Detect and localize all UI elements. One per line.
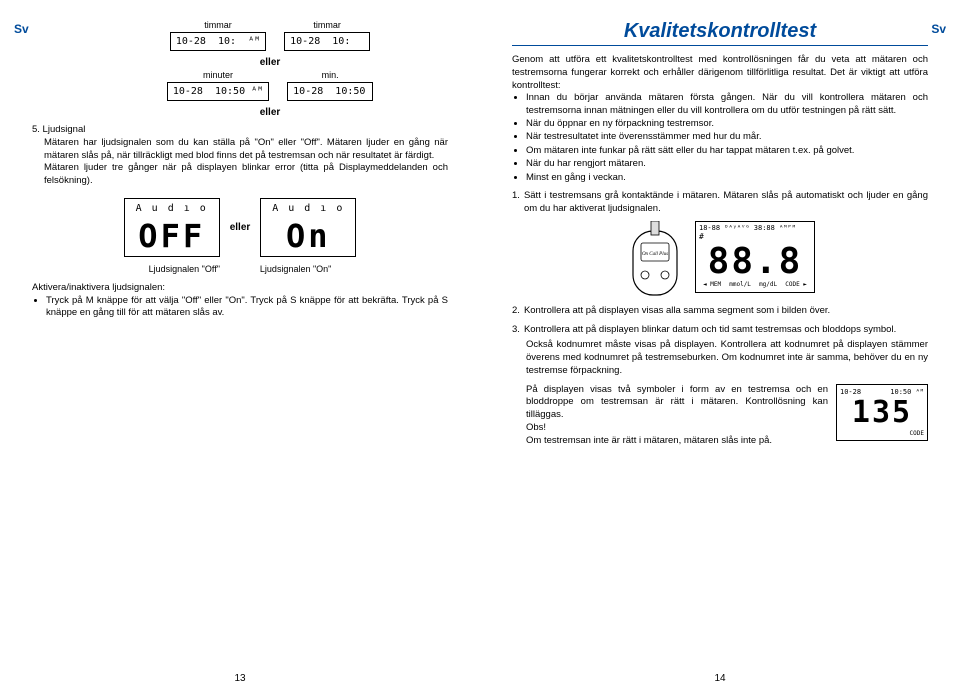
label-min: min. (287, 70, 373, 80)
eller-text: eller (92, 57, 448, 68)
page-13: Sv timmar 10-28 10: ᴬᴹ timmar 10-28 10: … (0, 0, 480, 694)
sec5-title: 5. Ljudsignal (32, 124, 448, 137)
step-3-para3a: På displayen visas två symboler i form a… (526, 384, 828, 422)
step-text: Kontrollera att på displayen visas alla … (524, 305, 830, 318)
bullet-item: När testresultatet inte överensstämmer m… (526, 131, 928, 143)
lcd-2a: 10-28 10:50 ᴬᴹ (167, 82, 269, 101)
language-label: Sv (931, 22, 946, 36)
page-number: 13 (234, 673, 245, 684)
step-3-para3b: Om testremsan inte är rätt i mätaren, mä… (526, 435, 828, 448)
label-timmar: timmar (284, 20, 370, 30)
activate-section: Aktivera/inaktivera ljudsignalen: Tryck … (32, 282, 448, 320)
bullet-item: Om mätaren inte funkar på rätt sätt elle… (526, 145, 928, 157)
glucose-meter-icon: On Call Plus (625, 221, 685, 299)
label-minuter: minuter (167, 70, 269, 80)
intro-bullets: Innan du börjar använda mätaren första g… (526, 92, 928, 183)
audio-off-display: A u d ı o OFF (124, 198, 220, 257)
caption-on: Ljudsignalen "On" (260, 264, 331, 274)
bullet-item: När du öppnar en ny förpackning testrems… (526, 118, 928, 130)
page-number: 14 (714, 673, 725, 684)
lcd-1a: 10-28 10: ᴬᴹ (170, 32, 266, 51)
bullet-item: När du har rengjort mätaren. (526, 158, 928, 170)
lcd-row-minutes: minuter 10-28 10:50 ᴬᴹ min. 10-28 10:50 (92, 70, 448, 101)
label-timmar: timmar (170, 20, 266, 30)
sec5-para1: Mätaren har ljudsignalen som du kan stäl… (44, 137, 448, 163)
audio-display-row: A u d ı o OFF eller A u d ı o On (32, 198, 448, 257)
lcd-2b: 10-28 10:50 (287, 82, 373, 101)
page-title: Kvalitetskontrolltest (512, 20, 928, 46)
sec5-para2: Mätaren ljuder tre gånger när på display… (44, 162, 448, 188)
code-display: 10-28 10:50 ᴬᴹ 135 CODE (836, 384, 928, 441)
step-number: 1. (512, 190, 520, 216)
svg-text:On Call Plus: On Call Plus (642, 252, 668, 257)
section-5: 5. Ljudsignal Mätaren har ljudsignalen s… (32, 124, 448, 188)
step-2: 2. Kontrollera att på displayen visas al… (512, 305, 928, 318)
full-segment-display: 18-88 ᴰᴬʸᴬⱽᴳ 38:88 ᴬᴹᴾᴹ # 88.8 ◄ MEM mmo… (695, 221, 815, 292)
step-number: 2. (512, 305, 520, 318)
eller-text: eller (92, 107, 448, 118)
language-label: Sv (14, 22, 29, 36)
step-3-para2: Också kodnumret måste visas på displayen… (526, 339, 928, 377)
step-3: 3. Kontrollera att på displayen blinkar … (512, 324, 928, 447)
step-number: 3. (512, 324, 520, 337)
activate-title: Aktivera/inaktivera ljudsignalen: (32, 282, 448, 295)
step-1: 1. Sätt i testremsans grå kontaktände i … (512, 190, 928, 216)
audio-on-display: A u d ı o On (260, 198, 356, 257)
intro-text: Genom att utföra ett kvalitetskontrollte… (512, 54, 928, 92)
step-text: Kontrollera att på displayen blinkar dat… (524, 324, 896, 337)
activate-bullet: Tryck på M knäppe för att välja "Off" el… (46, 295, 448, 320)
caption-off: Ljudsignalen "Off" (149, 264, 220, 274)
meter-illustration-row: On Call Plus 18-88 ᴰᴬʸᴬⱽᴳ 38:88 ᴬᴹᴾᴹ # 8… (512, 221, 928, 299)
lcd-row-hours: timmar 10-28 10: ᴬᴹ timmar 10-28 10: (92, 20, 448, 51)
obs-label: Obs! (526, 422, 828, 435)
page-14: Sv Kvalitetskontrolltest Genom att utför… (480, 0, 960, 694)
bullet-item: Innan du börjar använda mätaren första g… (526, 92, 928, 117)
lcd-1b: 10-28 10: (284, 32, 370, 51)
step-text: Sätt i testremsans grå kontaktände i mät… (524, 190, 928, 216)
bullet-item: Minst en gång i veckan. (526, 172, 928, 184)
eller-text: eller (230, 222, 251, 233)
